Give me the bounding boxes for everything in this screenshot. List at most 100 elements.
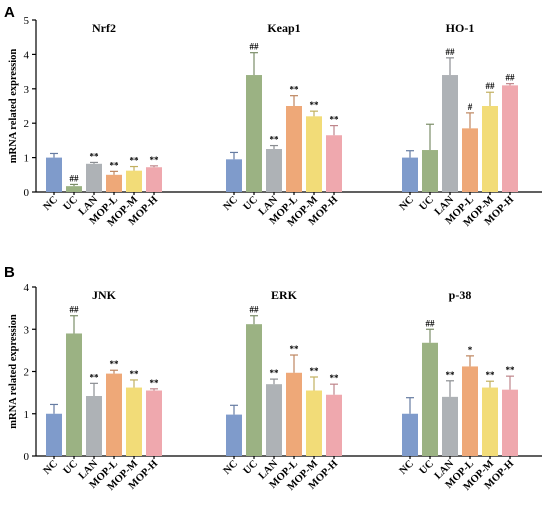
y-tick-label: 3 (24, 324, 30, 336)
category-label: NC (222, 194, 241, 213)
significance-label: ## (250, 42, 260, 52)
significance-label: ## (426, 318, 436, 328)
y-tick-label: 0 (24, 187, 30, 199)
significance-label: ** (90, 372, 100, 382)
significance-label: ** (506, 365, 516, 375)
bar (106, 373, 122, 456)
bar (226, 414, 242, 456)
bar (422, 342, 438, 456)
y-tick-label: 1 (24, 153, 30, 165)
bar (422, 150, 438, 192)
category-label: NC (42, 458, 61, 477)
bar (246, 75, 262, 192)
bar (502, 389, 518, 456)
bar (482, 387, 498, 456)
bar (246, 324, 262, 456)
significance-label: ** (130, 369, 140, 379)
category-label: NC (398, 194, 417, 213)
group-title: Keap1 (267, 21, 300, 35)
y-tick-label: 3 (24, 84, 30, 96)
significance-label: ** (130, 156, 140, 166)
significance-label: ** (110, 359, 120, 369)
significance-label: ** (150, 155, 160, 165)
significance-label: ** (290, 344, 300, 354)
bar (86, 163, 102, 192)
significance-label: ## (486, 81, 496, 91)
bar (286, 372, 302, 456)
significance-label: ** (290, 85, 300, 95)
significance-label: ## (70, 305, 80, 315)
bar (46, 157, 62, 192)
bar (502, 85, 518, 192)
significance-label: ** (150, 378, 160, 388)
bar (326, 135, 342, 192)
bar (306, 390, 322, 456)
significance-label: ** (446, 370, 456, 380)
y-tick-label: 0 (24, 451, 30, 463)
significance-label: ** (110, 160, 120, 170)
bar (402, 157, 418, 192)
group-ho1: HO-1NC UC##LAN#MOP-L##MOP-M##MOP-H (398, 21, 518, 229)
bar (286, 106, 302, 192)
bar (442, 396, 458, 456)
y-tick-label: 5 (24, 15, 30, 27)
group-title: ERK (271, 288, 298, 302)
y-tick-label: 2 (24, 118, 30, 130)
bar (46, 413, 62, 456)
group-title: HO-1 (446, 21, 475, 35)
significance-label: ## (250, 305, 260, 315)
category-label: NC (398, 458, 417, 477)
bar (266, 384, 282, 456)
significance-label: ** (486, 370, 496, 380)
bar (306, 116, 322, 192)
category-label: NC (222, 458, 241, 477)
y-tick-label: 2 (24, 367, 30, 379)
significance-label: ## (446, 47, 456, 57)
significance-label: ** (330, 115, 340, 125)
group-title: Nrf2 (92, 21, 116, 35)
significance-label: ** (310, 100, 320, 110)
significance-label: ** (270, 135, 280, 145)
bar (146, 167, 162, 192)
bar (66, 186, 82, 192)
y-tick-label: 4 (24, 282, 30, 294)
significance-label: * (468, 345, 473, 355)
significance-label: ** (310, 366, 320, 376)
bar (226, 159, 242, 192)
category-label: NC (42, 194, 61, 213)
significance-label: ** (90, 151, 100, 161)
significance-label: ** (330, 373, 340, 383)
panel-letter: A (4, 4, 15, 21)
significance-label: ## (506, 73, 516, 83)
bar (146, 390, 162, 456)
y-tick-label: 1 (24, 409, 30, 421)
bar (462, 366, 478, 456)
significance-label: ** (270, 368, 280, 378)
bar (106, 174, 122, 192)
bar (126, 387, 142, 456)
bar (462, 128, 478, 192)
bar (326, 394, 342, 456)
group-title: p-38 (449, 288, 472, 302)
significance-label: # (468, 102, 473, 112)
y-axis-label: mRNA related expression (8, 314, 19, 429)
y-axis-label: mRNA related expression (8, 49, 19, 164)
significance-label: ## (70, 173, 80, 183)
bar (266, 149, 282, 192)
bar (402, 413, 418, 456)
bar (66, 333, 82, 456)
panel-letter: B (4, 264, 15, 281)
bar (86, 396, 102, 456)
bar (442, 75, 458, 192)
bar (482, 106, 498, 192)
y-tick-label: 4 (24, 49, 30, 61)
group-title: JNK (92, 288, 117, 302)
